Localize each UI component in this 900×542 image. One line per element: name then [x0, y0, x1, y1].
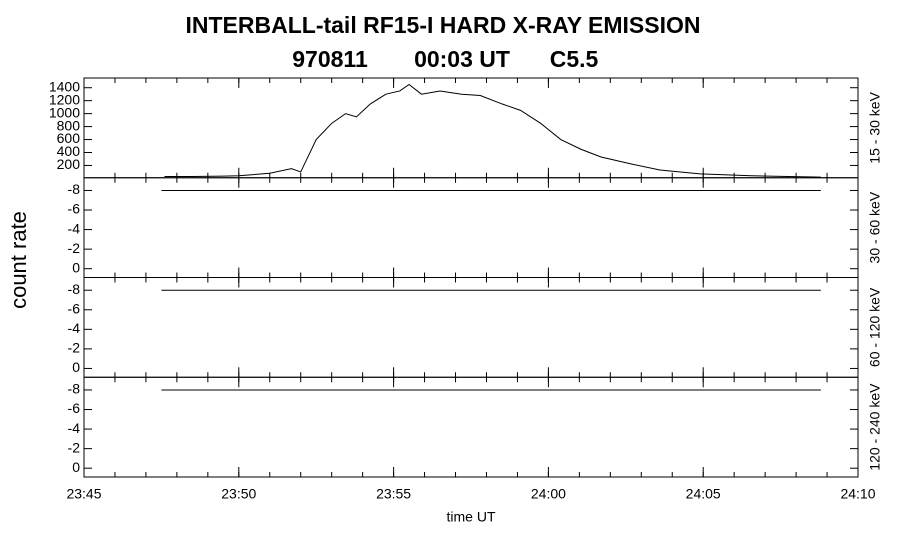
y-tick-label: -6 — [68, 400, 81, 416]
date: 970811 — [292, 46, 368, 72]
y-tick-label: -8 — [68, 381, 81, 397]
x-axis-label: time UT — [447, 509, 496, 525]
panel-label: 15 - 30 keV — [867, 91, 883, 163]
y-tick-label: -2 — [68, 439, 81, 455]
time: 00:03 UT — [414, 46, 510, 72]
panel-label: 30 - 60 keV — [867, 191, 883, 263]
panel-frame — [83, 376, 859, 478]
y-tick-label: -8 — [68, 181, 81, 197]
y-tick-label: -4 — [68, 420, 81, 436]
panel-label: 60 - 120 keV — [867, 287, 883, 367]
y-tick-label: -6 — [68, 300, 81, 316]
flare-class: C5.5 — [550, 46, 599, 72]
y-tick-label: -4 — [68, 220, 81, 236]
y-tick-label: 0 — [72, 259, 80, 275]
y-tick-label: -6 — [68, 201, 81, 217]
y-tick-label: 400 — [57, 143, 81, 159]
x-tick-label: 24:05 — [686, 486, 721, 502]
y-tick-label: 600 — [57, 130, 81, 146]
y-tick-label: 0 — [72, 459, 80, 475]
x-tick-label: 23:55 — [376, 486, 411, 502]
y-axis-label: count rate — [6, 211, 31, 309]
y-tick-label: 800 — [57, 117, 81, 133]
panel-frame — [83, 77, 859, 179]
x-tick-label: 24:00 — [531, 486, 566, 502]
y-tick-label: -2 — [68, 240, 81, 256]
data-line — [164, 83, 821, 178]
x-tick-label: 23:50 — [221, 486, 256, 502]
panel-frame — [83, 277, 859, 378]
x-tick-label: 23:45 — [66, 486, 101, 502]
y-tick-label: -8 — [68, 281, 81, 297]
y-tick-label: 0 — [72, 359, 80, 375]
y-tick-label: 1200 — [49, 91, 80, 107]
y-tick-label: 1000 — [49, 104, 80, 120]
y-tick-label: -2 — [68, 340, 81, 356]
x-tick-label: 24:10 — [840, 486, 875, 502]
panel-label: 120 - 240 keV — [867, 383, 883, 471]
panel-frame — [83, 177, 859, 278]
y-tick-label: -4 — [68, 320, 81, 336]
y-tick-label: 200 — [57, 156, 81, 172]
y-tick-label: 1400 — [49, 78, 80, 94]
chart-title: INTERBALL-tail RF15-I HARD X-RAY EMISSIO… — [186, 12, 701, 38]
